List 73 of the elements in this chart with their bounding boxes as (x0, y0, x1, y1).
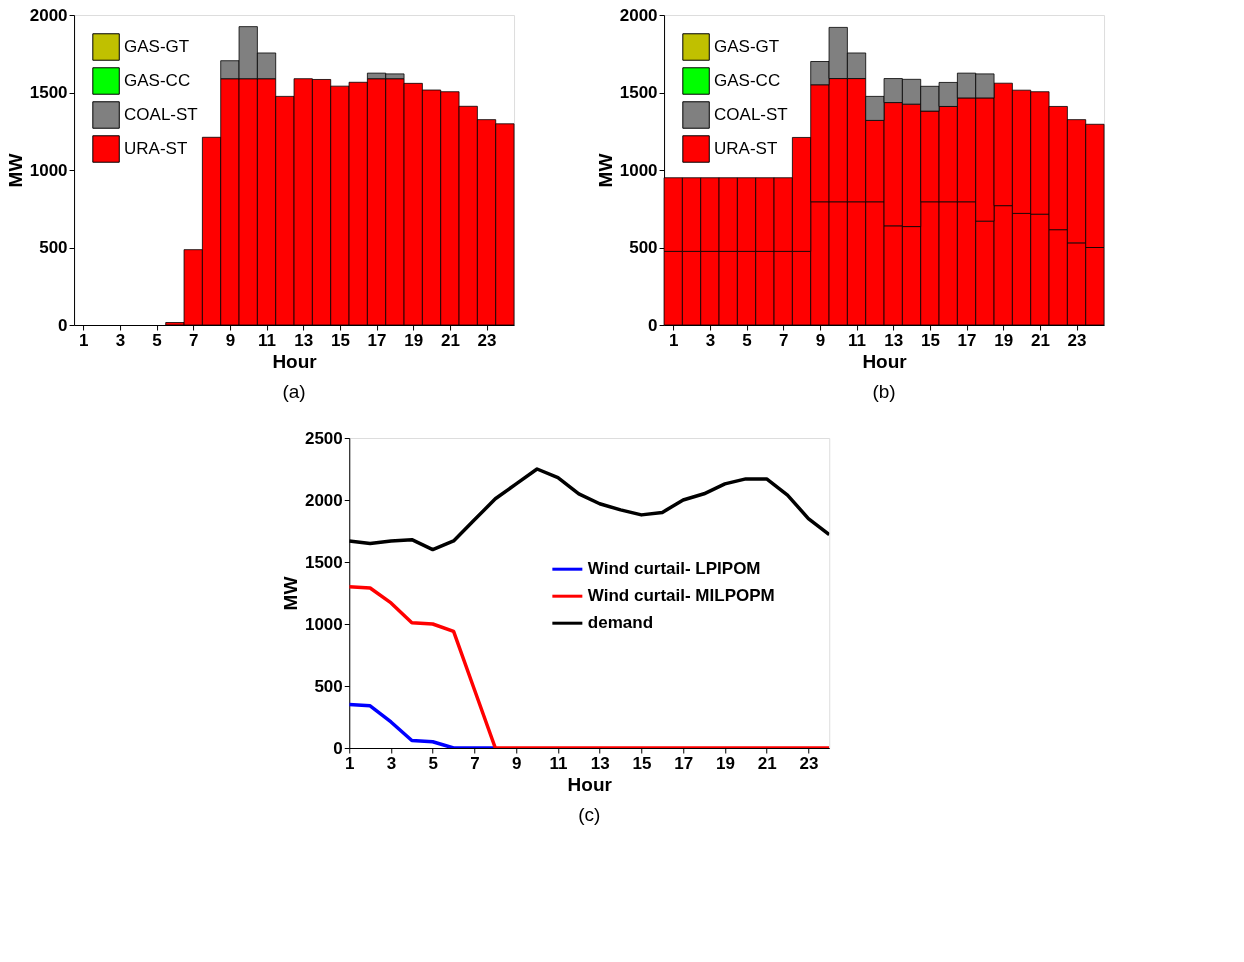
x-tick-label: 17 (367, 330, 387, 350)
x-tick-label: 11 (549, 753, 568, 773)
y-axis-title: MW (279, 576, 301, 611)
line-series (349, 467, 830, 552)
legend-label: COAL-ST (714, 105, 788, 124)
x-axis-title: Hour (567, 773, 613, 795)
x-tick-label: 15 (632, 753, 652, 773)
x-tick-label: 9 (511, 753, 522, 773)
x-tick-label: 7 (470, 753, 480, 773)
y-tick-label: 1500 (304, 552, 343, 572)
x-tick-label: 13 (590, 753, 610, 773)
y-tick-label: 1000 (304, 614, 343, 634)
y-tick-label: 1000 (619, 160, 658, 180)
text: (c) (578, 804, 601, 825)
y-tick-label: 0 (333, 738, 343, 758)
y-tick-label: 0 (58, 315, 68, 335)
legend-label: COAL-ST (124, 105, 198, 124)
legend-label: Wind curtail- MILPOPM (587, 586, 775, 606)
x-tick-label: 5 (152, 330, 162, 350)
text: (b) (872, 381, 896, 402)
x-tick-label: 21 (1030, 330, 1050, 350)
x-tick-label: 15 (330, 330, 350, 350)
legend-label: GAS-CC (714, 71, 781, 90)
x-tick-label: 19 (404, 330, 424, 350)
x-tick-label: 23 (1067, 330, 1087, 350)
x-tick-label: 23 (799, 753, 819, 773)
x-tick-label: 1 (78, 330, 89, 350)
x-tick-label: 1 (668, 330, 679, 350)
x-tick-label: 21 (440, 330, 460, 350)
x-tick-label: 7 (778, 330, 789, 350)
x-tick-label: 9 (225, 330, 236, 350)
y-tick-label: 2000 (304, 490, 343, 510)
x-tick-label: 17 (674, 753, 694, 773)
y-tick-label: 2000 (619, 5, 658, 25)
y-tick-label: 500 (39, 238, 68, 257)
y-tick-label: 0 (648, 315, 658, 335)
x-tick-label: 3 (705, 330, 716, 350)
text: (a) (282, 381, 306, 402)
x-tick-label: 13 (884, 330, 904, 350)
legend-label: GAS-GT (714, 37, 780, 56)
legend-label: Wind curtail- LPIPOM (587, 559, 761, 579)
x-tick-label: 5 (428, 753, 438, 773)
y-tick-label: 2500 (304, 428, 343, 448)
legend-label: GAS-CC (124, 71, 191, 90)
y-tick-label: 500 (629, 238, 658, 257)
x-axis-title: Hour (862, 350, 908, 372)
x-tick-label: 23 (477, 330, 497, 350)
x-tick-label: 5 (742, 330, 752, 350)
x-tick-label: 17 (957, 330, 977, 350)
x-tick-label: 3 (386, 753, 397, 773)
x-tick-label: 13 (294, 330, 314, 350)
legend-label: URA-ST (124, 139, 188, 158)
y-axis-title: MW (594, 153, 616, 188)
x-tick-label: 9 (815, 330, 826, 350)
x-tick-label: 11 (258, 330, 277, 350)
y-tick-label: 1500 (619, 83, 658, 102)
x-tick-label: 1 (345, 753, 355, 773)
legend-label: demand (587, 613, 654, 633)
y-tick-label: 2000 (29, 5, 68, 25)
x-tick-label: 15 (920, 330, 940, 350)
y-tick-label: 1000 (29, 160, 68, 180)
legend-label: URA-ST (714, 139, 778, 158)
legend-label: GAS-GT (124, 37, 190, 56)
x-tick-label: 19 (994, 330, 1014, 350)
x-tick-label: 11 (848, 330, 867, 350)
x-tick-label: 3 (115, 330, 126, 350)
y-tick-label: 500 (314, 676, 343, 696)
y-axis-title: MW (4, 153, 26, 188)
y-tick-label: 1500 (29, 83, 68, 102)
x-tick-label: 21 (757, 753, 777, 773)
x-tick-label: 7 (188, 330, 199, 350)
x-tick-label: 19 (715, 753, 735, 773)
x-axis-title: Hour (272, 350, 318, 372)
